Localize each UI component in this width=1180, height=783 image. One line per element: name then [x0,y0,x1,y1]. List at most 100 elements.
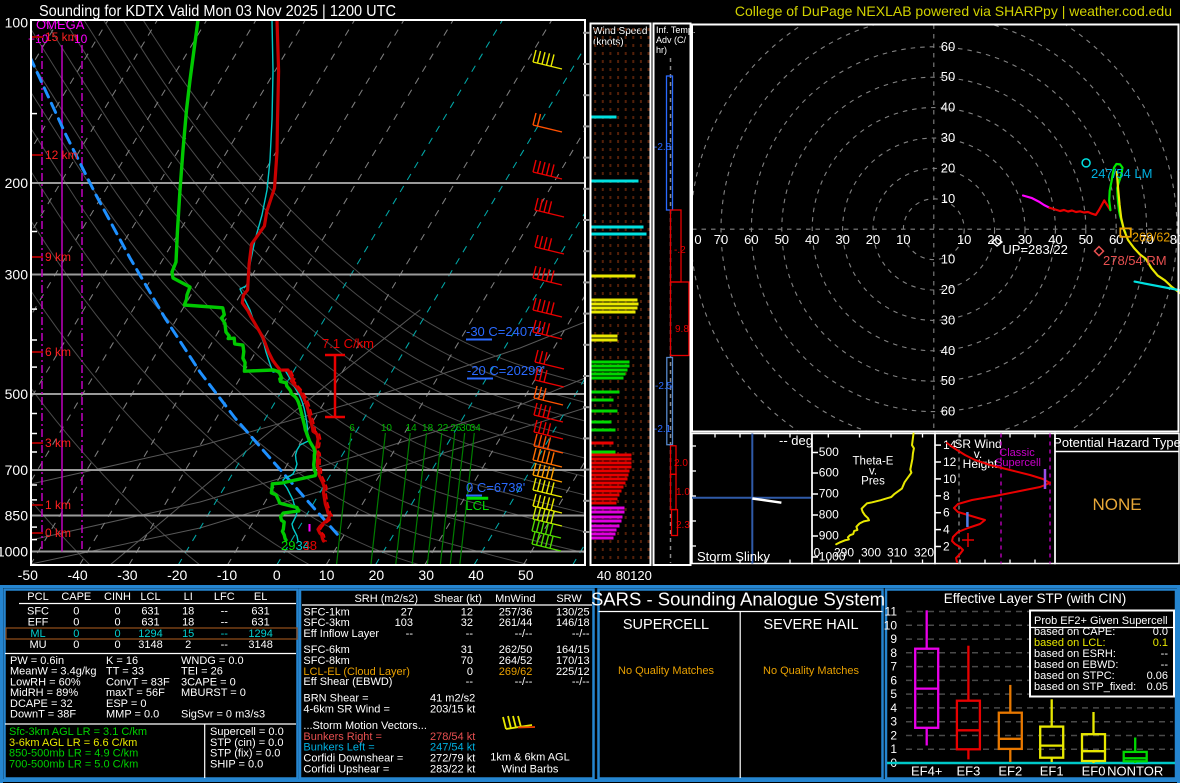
svg-text:--: -- [221,628,229,640]
svg-text:20: 20 [941,160,955,175]
svg-text:SUPERCELL: SUPERCELL [623,617,709,633]
svg-text:CINH: CINH [104,591,131,603]
svg-text:60: 60 [941,404,955,419]
svg-text:170/13: 170/13 [556,655,590,667]
svg-text:850: 850 [5,508,29,524]
svg-text:LFC: LFC [214,591,235,603]
svg-text:-10: -10 [70,32,88,46]
svg-text:0: 0 [73,639,79,651]
svg-text:40: 40 [805,232,819,247]
svg-text:70: 70 [461,655,473,667]
svg-text:TEI = 26: TEI = 26 [181,666,223,678]
svg-text:203/15 kt: 203/15 kt [430,704,475,716]
svg-text:18: 18 [422,423,434,434]
svg-text:--/--: --/-- [572,628,590,640]
svg-text:No Quality Matches: No Quality Matches [763,665,859,677]
svg-text:500: 500 [819,445,839,459]
svg-text:Shear (kt): Shear (kt) [434,593,482,605]
svg-text:1000: 1000 [0,544,28,560]
svg-text:-2.5: -2.5 [655,381,673,392]
svg-text:1000: 1000 [819,550,846,564]
svg-text:0: 0 [273,567,281,583]
svg-text:v.: v. [869,466,877,478]
svg-text:Sfc-3km AGL LR = 3.1 C/km: Sfc-3km AGL LR = 3.1 C/km [9,726,147,738]
svg-text:WNDG = 0.0: WNDG = 0.0 [181,655,244,667]
svg-text:Sounding for KDTX Valid Mon 0: Sounding for KDTX Valid Mon 03 Nov 2025 … [39,3,396,20]
svg-text:Eff Shear (EBWD): Eff Shear (EBWD) [303,676,392,688]
svg-text:272/79 kt: 272/79 kt [430,752,475,764]
svg-text:7: 7 [890,660,897,674]
svg-text:800: 800 [819,508,839,522]
svg-text:--: -- [221,639,229,651]
svg-text:Corfidi Downshear =: Corfidi Downshear = [303,752,403,764]
svg-text:4: 4 [943,523,950,537]
svg-text:Wind Barbs: Wind Barbs [502,763,559,775]
svg-text:12: 12 [943,455,957,469]
svg-text:70: 70 [1139,232,1153,247]
svg-text:100: 100 [5,15,29,31]
svg-text:247/54 kt: 247/54 kt [430,742,475,754]
svg-text:32: 32 [461,617,473,629]
svg-text:--: -- [466,628,474,640]
svg-text:26: 26 [450,423,462,434]
svg-text:SFC-1km: SFC-1km [303,607,349,619]
svg-text:STP (fix) = 0.0: STP (fix) = 0.0 [210,748,280,760]
svg-text:18: 18 [182,606,194,618]
svg-text:29: 29 [281,538,295,553]
svg-text:Eff Inflow Layer: Eff Inflow Layer [303,628,379,640]
svg-text:ESP = 0: ESP = 0 [106,698,146,710]
svg-text:30: 30 [941,312,955,327]
svg-text:3148: 3148 [248,639,272,651]
svg-text:130/25: 130/25 [556,607,590,619]
svg-text:264/52: 264/52 [499,655,533,667]
svg-text:SEVERE HAIL: SEVERE HAIL [763,617,858,633]
svg-text:Bunkers Left =: Bunkers Left = [303,742,374,754]
svg-text:EF3: EF3 [956,764,980,779]
svg-text:Bunkers Right =: Bunkers Right = [303,731,382,743]
svg-text:Height: Height [963,457,998,471]
svg-text:8: 8 [943,489,950,503]
svg-text:SigSvr = 0 m3/s3: SigSvr = 0 m3/s3 [181,709,265,721]
svg-text:SARS - Sounding Analogue Syste: SARS - Sounding Analogue System [591,588,885,609]
svg-text:10: 10 [941,252,955,267]
svg-text:3 km: 3 km [45,436,71,450]
svg-text:EFF: EFF [28,617,49,629]
svg-text:-2.8: -2.8 [654,142,672,153]
svg-text:Inf. Temp.: Inf. Temp. [656,25,695,35]
svg-text:0: 0 [114,628,120,640]
svg-text:9 km: 9 km [45,250,71,264]
svg-text:20: 20 [369,567,385,583]
svg-text:30: 30 [418,567,434,583]
svg-text:DCAPE = 32: DCAPE = 32 [10,698,73,710]
svg-text:60: 60 [744,232,758,247]
svg-text:SRH (m2/s2): SRH (m2/s2) [354,593,418,605]
svg-text:9: 9 [890,632,897,646]
svg-text:40: 40 [1048,232,1062,247]
svg-text:Storm Slinky: Storm Slinky [697,549,770,564]
svg-text:290: 290 [834,546,854,560]
svg-text:0: 0 [73,628,79,640]
svg-text:700-500mb LR = 5.0 C/km: 700-500mb LR = 5.0 C/km [9,758,138,770]
svg-text:SFC: SFC [27,606,49,618]
svg-text:34: 34 [296,538,310,553]
svg-text:22: 22 [437,423,449,434]
svg-text:10: 10 [941,191,955,206]
svg-text:-30: -30 [117,567,137,583]
svg-text:+10: +10 [28,32,49,46]
svg-text:based on LCL:: based on LCL: [1034,637,1106,649]
svg-text:SRW: SRW [556,593,582,605]
svg-text:0: 0 [114,617,120,629]
svg-text:10: 10 [884,618,898,632]
svg-text:31: 31 [461,644,473,656]
svg-text:631: 631 [251,617,269,629]
svg-text:40: 40 [597,568,611,583]
svg-text:-.2: -.2 [674,245,686,256]
svg-text:Adv (C/: Adv (C/ [656,35,687,45]
svg-text:10: 10 [381,423,393,434]
svg-text:50: 50 [1079,232,1093,247]
svg-text:Potential Hazard Type: Potential Hazard Type [1053,435,1180,450]
svg-text:1294: 1294 [138,628,162,640]
svg-text:--: -- [1161,648,1169,660]
svg-text:based on EBWD:: based on EBWD: [1034,659,1118,671]
svg-text:120: 120 [630,568,652,583]
